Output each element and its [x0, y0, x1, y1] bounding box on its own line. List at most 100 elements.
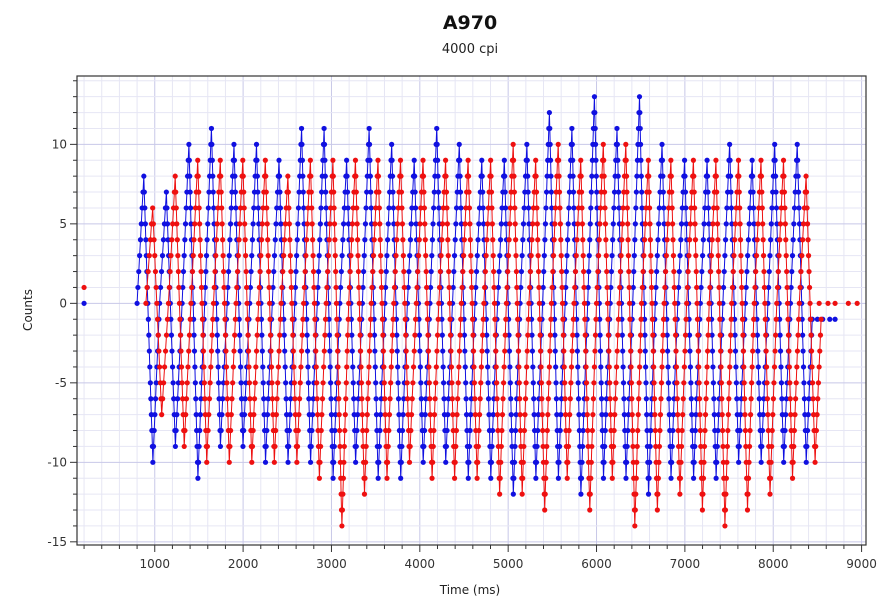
data-point-blue: [714, 459, 720, 465]
data-point-red: [550, 268, 556, 275]
data-point-red: [353, 189, 359, 195]
data-point-red: [556, 173, 562, 179]
data-point-red: [280, 268, 286, 275]
data-point-red: [601, 189, 608, 195]
data-point-blue: [399, 443, 405, 450]
data-point-blue: [555, 475, 561, 481]
data-point-red: [421, 189, 427, 195]
data-point-blue: [553, 380, 559, 386]
data-point-blue: [558, 412, 564, 418]
y-axis-label: Counts: [21, 289, 35, 331]
data-point-blue: [421, 427, 428, 434]
data-point-blue: [670, 427, 676, 434]
data-point-blue: [744, 268, 750, 275]
data-point-blue: [625, 427, 631, 434]
data-point-red: [626, 300, 633, 306]
data-point-blue: [362, 237, 368, 243]
data-point-red: [574, 237, 580, 243]
data-point-red: [188, 300, 194, 306]
data-point-blue: [745, 253, 751, 259]
data-point-red: [651, 364, 657, 370]
data-point-blue: [339, 253, 345, 259]
data-point-red: [451, 475, 458, 481]
data-point-red: [330, 157, 336, 163]
data-point-red: [556, 157, 562, 163]
data-point-blue: [750, 205, 757, 211]
data-point-red: [525, 316, 531, 322]
data-point-red: [399, 221, 406, 227]
data-point-red: [673, 348, 679, 354]
data-point-blue: [361, 253, 367, 259]
data-point-red: [202, 396, 208, 402]
data-point-red: [780, 157, 787, 163]
data-point-red: [434, 332, 441, 338]
data-point-red: [373, 205, 379, 211]
x-tick-label: 9000: [846, 557, 877, 571]
data-point-blue: [328, 412, 335, 418]
data-point-red: [300, 316, 306, 322]
data-point-blue: [734, 396, 740, 402]
data-point-red: [663, 268, 669, 275]
data-point-blue: [191, 332, 197, 338]
data-point-red: [172, 173, 178, 179]
data-point-red: [443, 173, 449, 179]
data-point-red: [234, 284, 240, 291]
series-blue: [81, 94, 838, 497]
data-point-red: [375, 157, 381, 163]
data-point-red: [253, 348, 260, 354]
data-point-blue: [330, 475, 336, 481]
data-point-red: [525, 332, 531, 338]
data-point-red: [765, 427, 771, 434]
data-point-blue: [323, 189, 329, 195]
data-point-red: [540, 443, 546, 450]
data-point-blue: [236, 316, 242, 322]
data-point-red: [627, 316, 633, 322]
data-point-red: [345, 316, 351, 322]
data-point-red: [291, 364, 297, 370]
data-point-red: [612, 396, 618, 402]
data-point-red: [271, 459, 277, 465]
data-point-red: [475, 459, 481, 465]
axes: 1000 2000 3000 4000 5000 6000 7000 8000 9000-15-…: [47, 80, 877, 571]
data-point-red: [728, 316, 734, 322]
data-point-blue: [441, 396, 447, 402]
data-point-red: [378, 253, 384, 259]
data-point-blue: [563, 284, 569, 291]
data-point-red: [299, 332, 305, 338]
x-axis-label: Time (ms): [439, 583, 501, 597]
data-point-red: [308, 173, 314, 179]
data-point-blue: [276, 157, 282, 163]
data-point-red: [325, 268, 331, 275]
data-point-blue: [406, 268, 412, 275]
data-point-red: [362, 459, 369, 465]
data-point-red: [219, 205, 225, 211]
data-point-blue: [417, 348, 423, 354]
data-point-red: [777, 221, 784, 227]
data-point-blue: [473, 268, 480, 275]
data-point-blue: [647, 443, 653, 450]
data-point-red: [388, 380, 394, 386]
data-point-blue: [338, 268, 344, 275]
data-point-red: [336, 396, 342, 402]
data-point-blue: [637, 141, 644, 147]
data-point-red: [627, 332, 633, 338]
data-point-red: [165, 300, 172, 306]
data-point-blue: [165, 237, 171, 243]
plot-frame: [76, 75, 867, 546]
data-point-red: [771, 364, 778, 370]
data-point-red: [544, 427, 550, 434]
data-point-blue: [642, 348, 648, 354]
data-point-blue: [656, 221, 662, 227]
data-point-red: [513, 253, 519, 259]
data-point-red: [470, 332, 476, 338]
data-point-red: [275, 380, 281, 386]
data-point-blue: [768, 237, 774, 243]
data-point-blue: [476, 205, 483, 211]
data-point-blue: [338, 284, 344, 291]
data-point-blue: [152, 412, 158, 418]
data-point-blue: [531, 396, 537, 402]
data-point-blue: [182, 237, 188, 243]
data-point-blue: [225, 284, 231, 291]
data-point-red: [763, 348, 769, 354]
data-point-red: [581, 300, 588, 306]
